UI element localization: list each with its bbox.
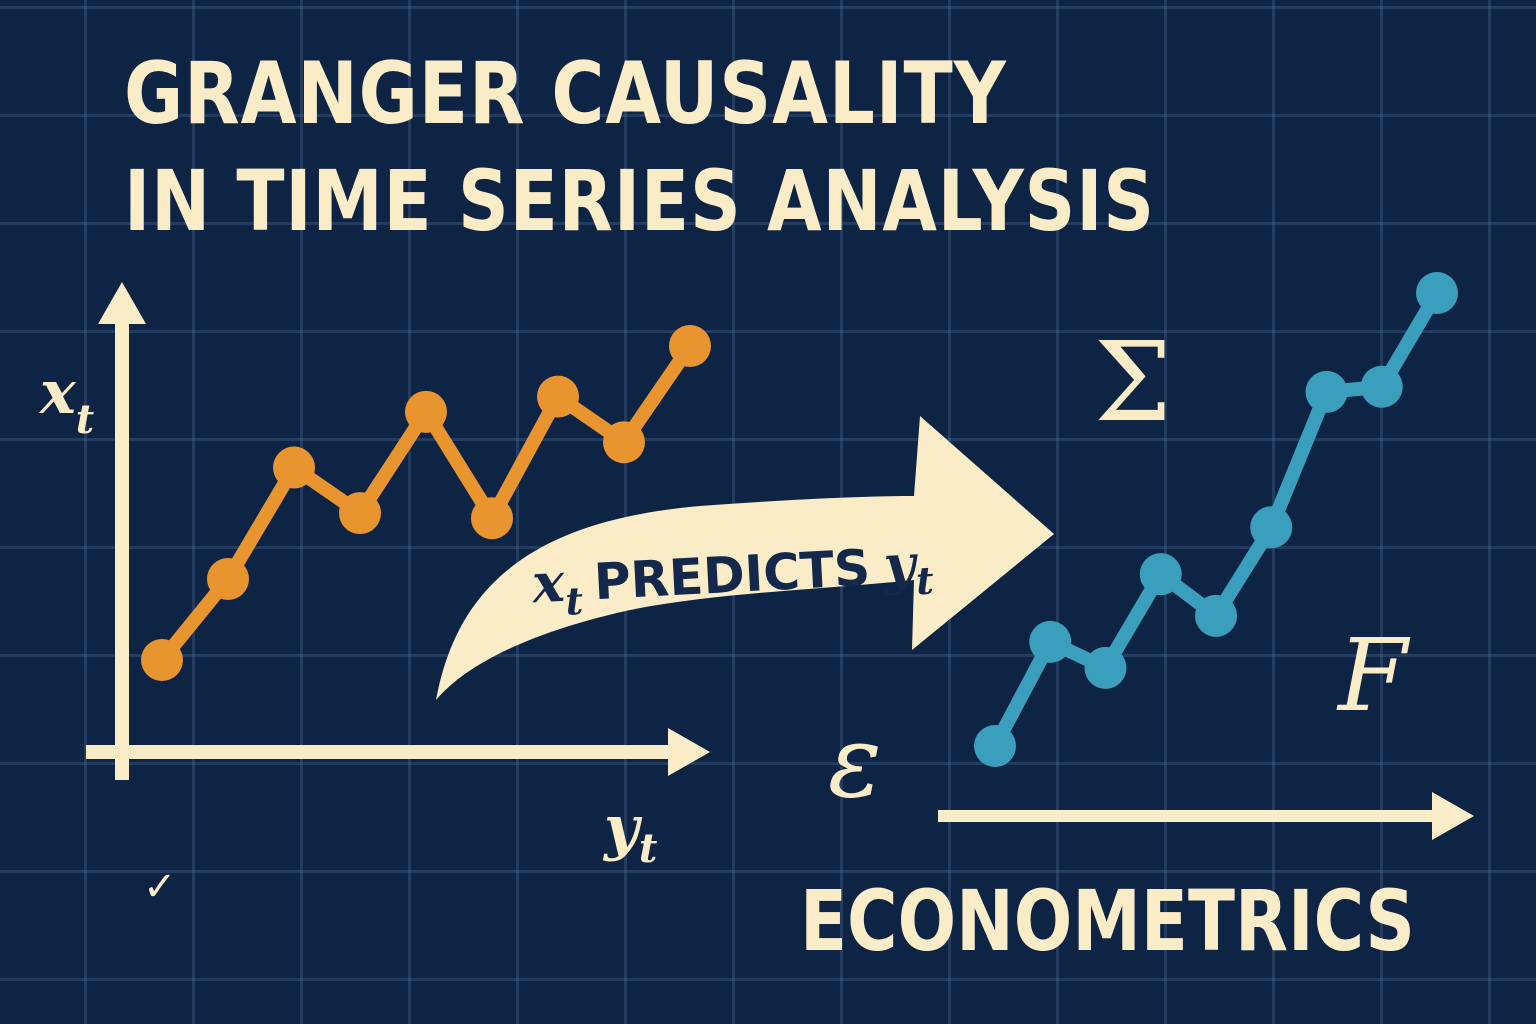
left-series: [141, 325, 711, 681]
right-series-point-1: [974, 725, 1016, 767]
title-line-2: IN TIME SERIES ANALYSIS: [124, 152, 1155, 250]
f-symbol: F: [1336, 617, 1411, 734]
right-series: [974, 272, 1458, 767]
left-x-axis-arrowhead-icon: [668, 728, 710, 776]
left-y-axis-label: xt: [38, 358, 95, 443]
left-series-point-9: [669, 325, 711, 367]
predicts-arrow-text: xt PREDICTS yt: [530, 530, 936, 625]
econometrics-label: ECONOMETRICS: [800, 872, 1416, 970]
right-series-point-6: [1250, 506, 1293, 549]
right-series-point-9: [1416, 272, 1458, 314]
epsilon-symbol: ε: [828, 703, 882, 820]
left-series-point-3: [273, 446, 315, 489]
right-x-axis-arrowhead-icon: [1432, 792, 1474, 840]
left-series-point-8: [603, 421, 645, 464]
left-series-point-6: [471, 497, 513, 540]
right-series-point-3: [1084, 646, 1127, 689]
left-series-point-2: [207, 557, 249, 600]
title-line-1: GRANGER CAUSALITY: [124, 44, 1007, 144]
right-series-point-7: [1305, 370, 1348, 413]
left-chart-axes: [86, 282, 710, 780]
predicts-arrow: [436, 416, 1054, 700]
left-series-point-7: [537, 375, 579, 418]
right-series-point-5: [1195, 594, 1237, 637]
left-series-point-5: [405, 390, 447, 433]
left-x-axis-label: yt: [602, 793, 658, 872]
right-series-point-4: [1139, 553, 1182, 596]
right-series-point-2: [1029, 620, 1072, 663]
right-series-point-8: [1360, 365, 1403, 408]
check-icon: ✓: [143, 864, 177, 910]
left-y-axis-arrowhead-icon: [98, 282, 146, 324]
sigma-symbol: Σ: [1094, 318, 1172, 446]
left-series-point-1: [141, 639, 183, 681]
left-series-point-4: [339, 492, 381, 535]
